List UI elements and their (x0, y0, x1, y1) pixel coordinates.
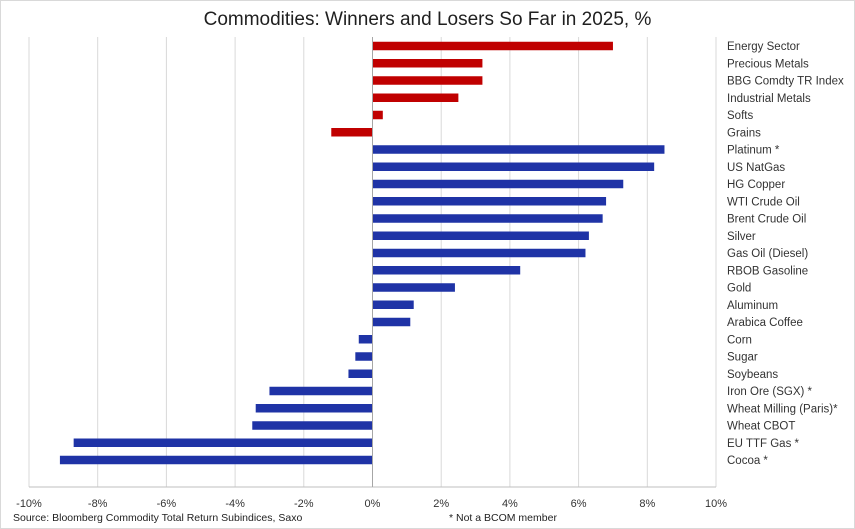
category-label: Gold (727, 283, 751, 295)
bar (372, 317, 411, 327)
x-tick-label: -4% (225, 498, 245, 510)
bcom-note: * Not a BCOM member (449, 512, 557, 524)
category-label: Soybeans (727, 369, 778, 381)
category-label: Wheat Milling (Paris)* (727, 403, 838, 415)
category-label: Brent Crude Oil (727, 214, 806, 226)
x-tick-label: 2% (433, 498, 449, 510)
bar (59, 455, 373, 465)
category-label: HG Copper (727, 179, 785, 191)
category-label: Softs (727, 110, 753, 122)
category-label: Arabica Coffee (727, 317, 803, 329)
bar (372, 231, 589, 240)
bar (372, 179, 624, 189)
category-label: Iron Ore (SGX) * (727, 386, 813, 398)
x-tick-label: 6% (571, 498, 587, 510)
bar (372, 283, 455, 292)
bar (358, 335, 373, 344)
bar (372, 41, 613, 51)
bar (355, 352, 373, 361)
x-tick-label: 4% (502, 498, 518, 510)
bar (255, 404, 373, 413)
category-label: Gas Oil (Diesel) (727, 248, 808, 260)
bar (331, 128, 373, 137)
bar (372, 93, 459, 102)
category-label: Platinum * (727, 145, 780, 157)
x-tick-label: -6% (157, 498, 177, 510)
bar (372, 145, 665, 154)
category-label: Energy Sector (727, 41, 800, 53)
category-label: EU TTF Gas * (727, 438, 800, 450)
category-label: Precious Metals (727, 58, 809, 70)
bar (372, 248, 586, 258)
category-label: Corn (727, 334, 752, 346)
category-label: Grains (727, 127, 761, 139)
category-label: Sugar (727, 352, 758, 364)
bar (372, 76, 483, 85)
bar (269, 386, 373, 396)
bar (372, 59, 483, 68)
category-label: Aluminum (727, 300, 778, 312)
category-label: WTI Crude Oil (727, 196, 800, 208)
bar (348, 369, 373, 378)
category-label: Silver (727, 231, 756, 243)
source-note: Source: Bloomberg Commodity Total Return… (13, 512, 303, 524)
category-label: Industrial Metals (727, 93, 811, 105)
chart-title: Commodities: Winners and Losers So Far i… (203, 9, 652, 30)
bar (372, 197, 607, 206)
x-tick-label: 0% (365, 498, 381, 510)
bar (372, 162, 655, 171)
x-tick-label: -2% (294, 498, 314, 510)
bar (372, 214, 603, 223)
category-label: Cocoa * (727, 455, 768, 467)
category-label: US NatGas (727, 162, 785, 174)
x-tick-label: 8% (639, 498, 655, 510)
bar (73, 438, 373, 447)
x-tick-label: 10% (705, 498, 727, 510)
x-tick-label: -8% (88, 498, 108, 510)
bar (252, 421, 373, 430)
bar (372, 266, 521, 275)
x-tick-label: -10% (16, 498, 42, 510)
category-label: BBG Comdty TR Index (727, 76, 844, 88)
bar (372, 110, 383, 120)
category-label: RBOB Gasoline (727, 265, 808, 277)
category-label: Wheat CBOT (727, 421, 795, 433)
bar (372, 300, 414, 309)
